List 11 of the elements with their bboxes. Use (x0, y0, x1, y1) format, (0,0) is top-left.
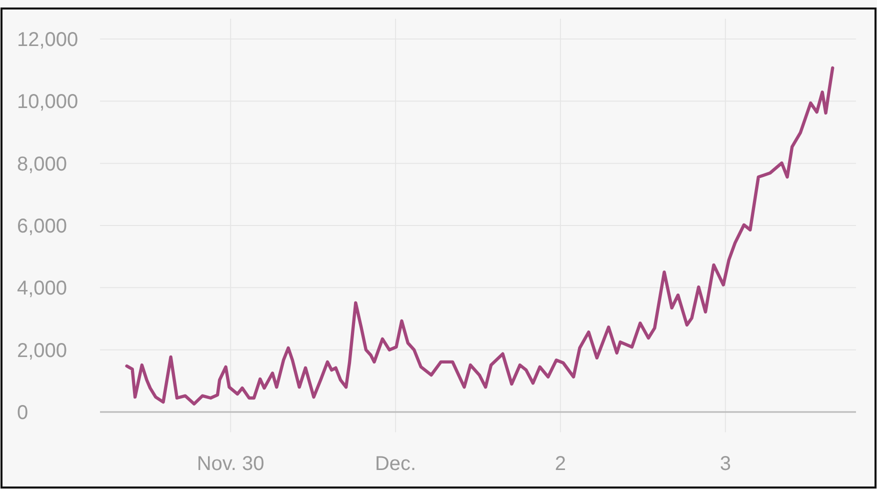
x-tick-label: Nov. 30 (196, 453, 264, 476)
y-tick-label: 10,000 (17, 91, 78, 114)
y-tick-label: 12,000 (17, 29, 78, 52)
y-tick-label: 2,000 (17, 340, 68, 362)
x-tick-label: 2 (554, 453, 566, 476)
x-tick-label: Dec. (374, 453, 416, 476)
x-tick-label: 3 (720, 453, 731, 476)
y-tick-label: 6,000 (17, 216, 68, 238)
y-tick-label: 4,000 (17, 278, 68, 300)
y-tick-label: 0 (17, 402, 28, 424)
y-tick-label: 8,000 (17, 153, 68, 176)
